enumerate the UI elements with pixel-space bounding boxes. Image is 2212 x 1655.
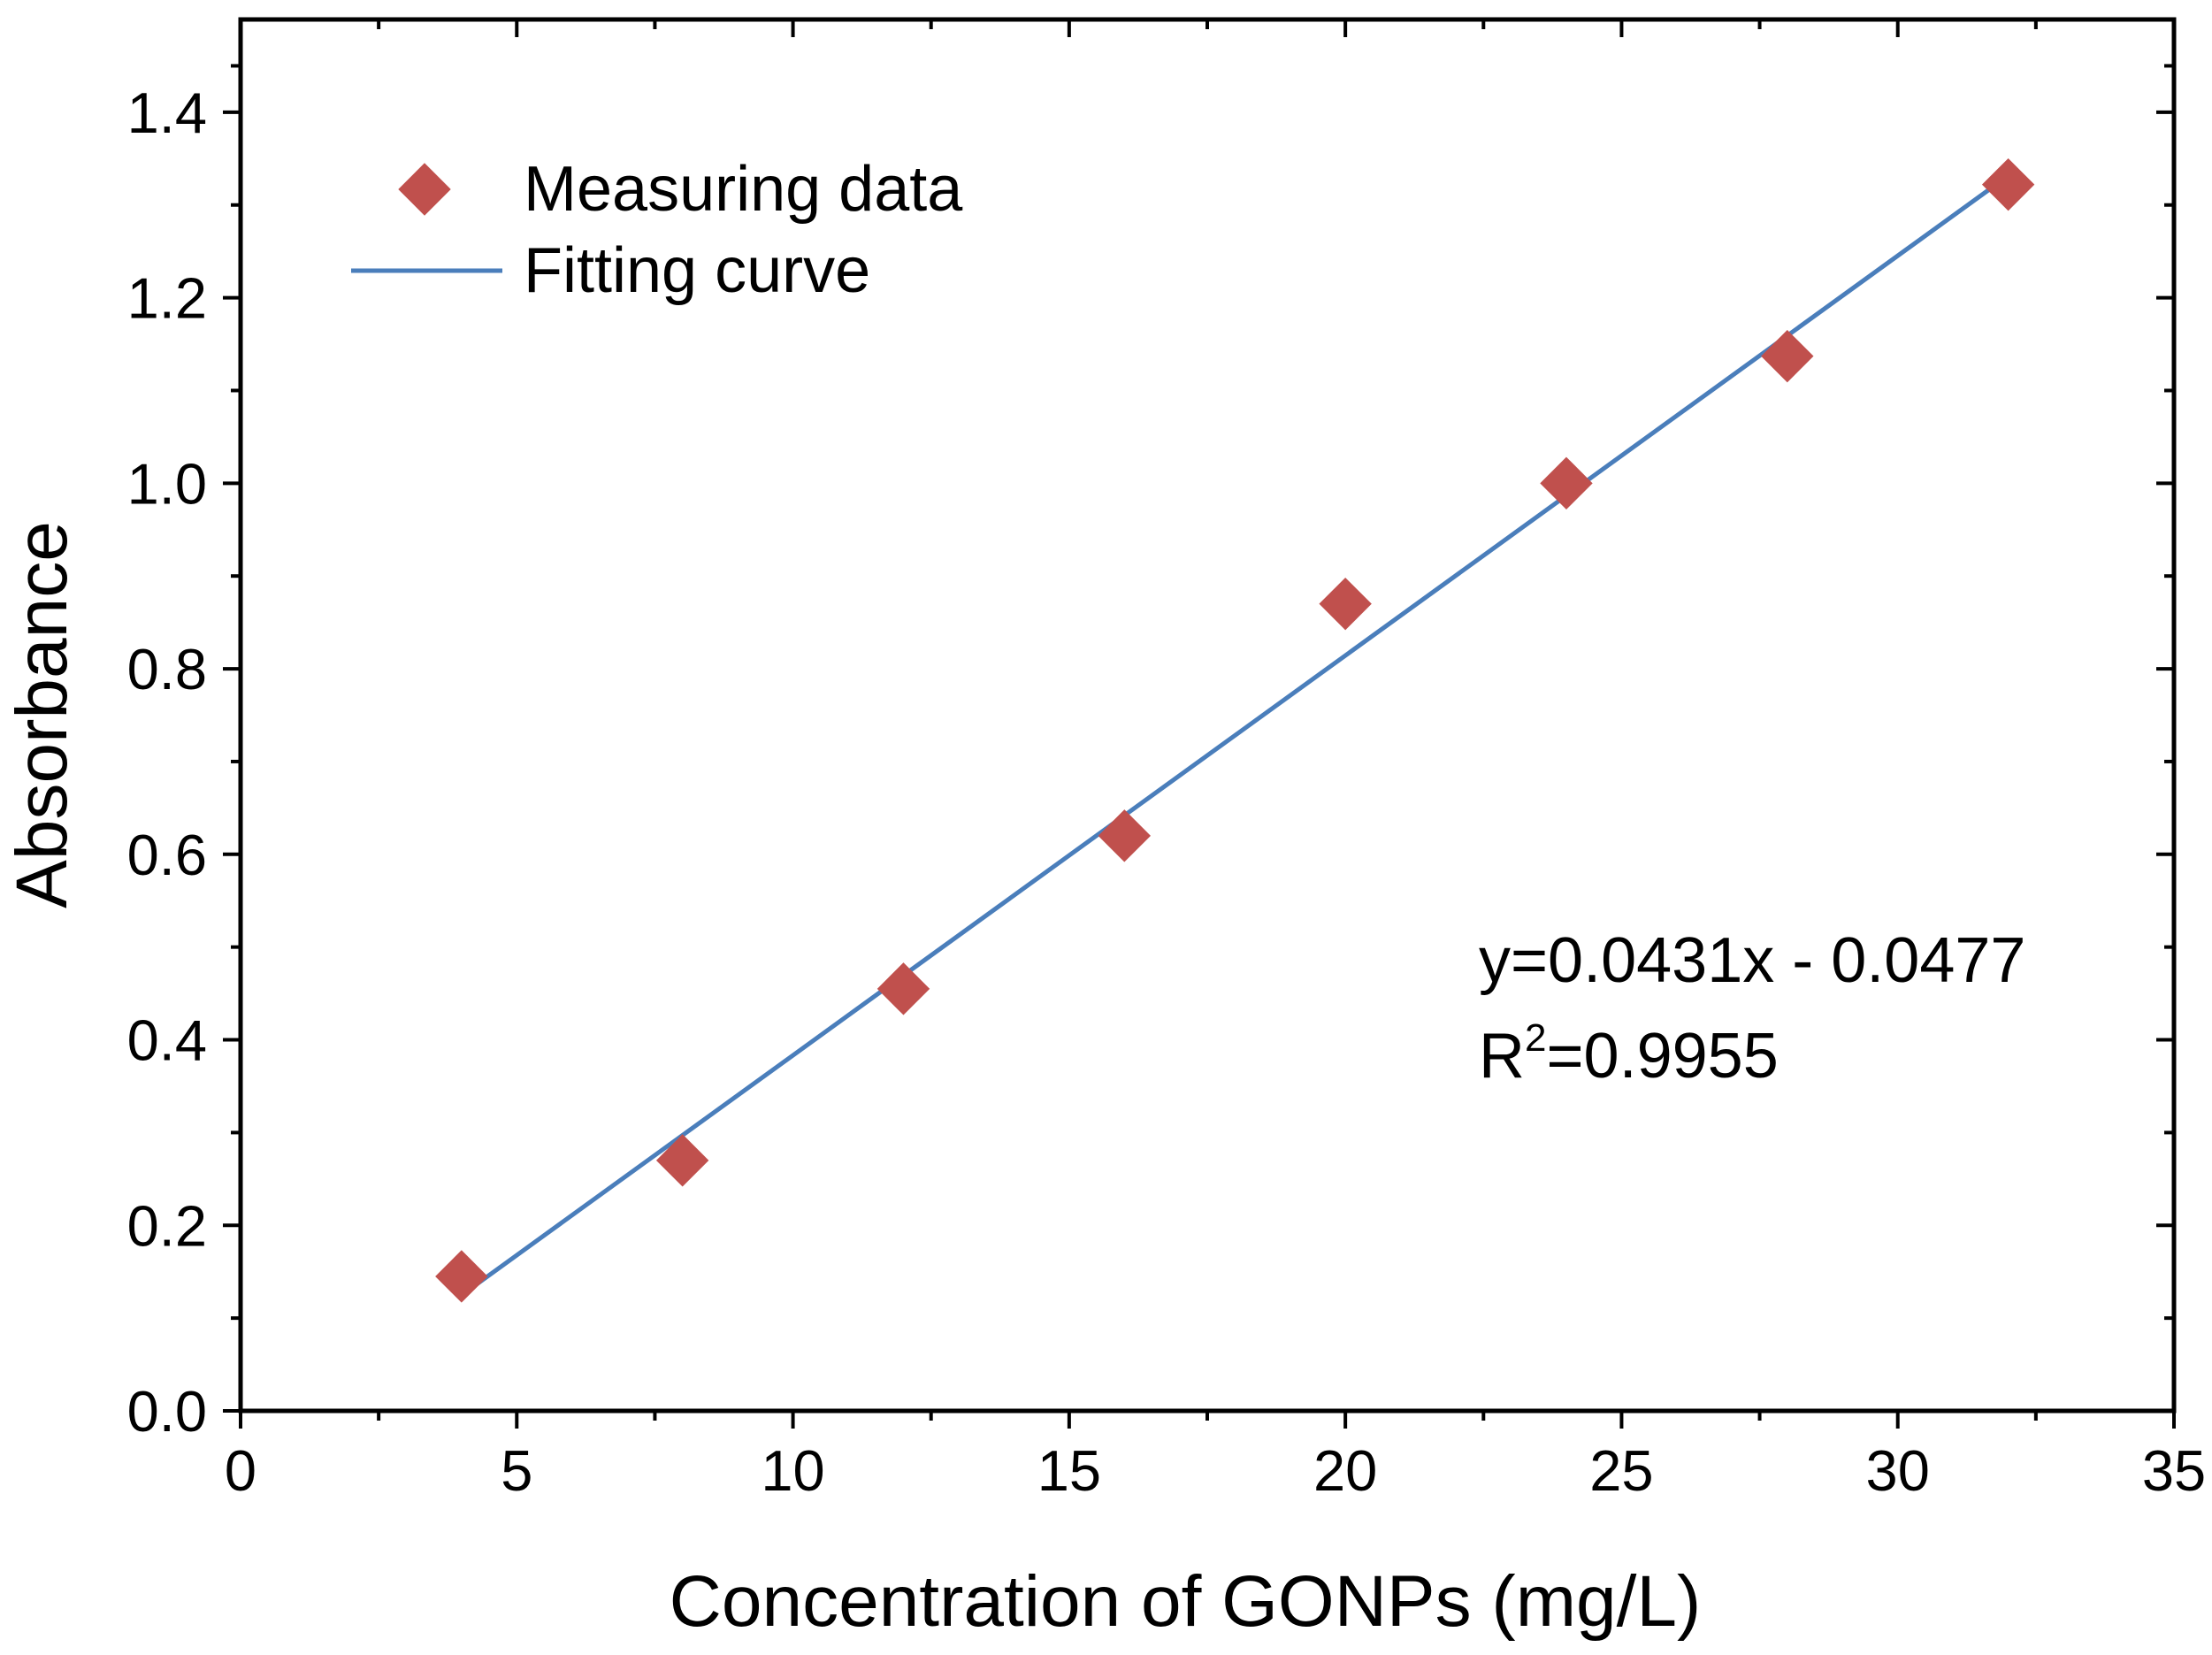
x-tick-label: 20 (1313, 1438, 1377, 1503)
x-tick-label: 35 (2142, 1438, 2206, 1503)
r-squared: R2=0.9955 (1479, 1016, 1779, 1092)
x-tick-label: 25 (1589, 1438, 1653, 1503)
x-tick-label: 5 (501, 1438, 532, 1503)
y-tick-label: 0.8 (127, 637, 207, 701)
y-tick-label: 0.4 (127, 1008, 207, 1073)
x-axis-title: Concentration of GONPs (mg/L) (670, 1561, 1702, 1642)
y-tick-label: 0.0 (127, 1379, 207, 1444)
fitting-curve-line (460, 173, 2010, 1298)
data-point (1981, 157, 2035, 211)
legend-label-fitting-curve: Fitting curve (524, 235, 870, 306)
r-squared-prefix: R (1479, 1021, 1525, 1092)
y-tick-label: 0.6 (127, 823, 207, 887)
y-axis-title: Absorbance (2, 521, 82, 908)
r-squared-exponent: 2 (1525, 1016, 1546, 1060)
y-tick-label: 1.0 (127, 451, 207, 516)
x-tick-label: 15 (1037, 1438, 1101, 1503)
y-tick-label: 0.2 (127, 1193, 207, 1258)
x-tick-label: 30 (1866, 1438, 1930, 1503)
y-tick-label: 1.2 (127, 266, 207, 331)
x-tick-label: 10 (761, 1438, 824, 1503)
axis-tick-labels: 0 5 10 15 20 25 30 35 0.0 0.2 0.4 0.6 0.8 1.0 1.2 1.4 (127, 80, 2207, 1503)
fit-equation: y=0.0431x - 0.0477 (1479, 925, 2025, 996)
fit-annotation: y=0.0431x - 0.0477 R2=0.9955 (1479, 925, 2025, 1092)
r-squared-value: =0.9955 (1546, 1021, 1778, 1092)
fitting-curve-layer (460, 173, 2010, 1298)
legend-label-measuring-data: Measuring data (524, 154, 963, 225)
y-tick-label: 1.4 (127, 80, 207, 145)
x-tick-label: 0 (225, 1438, 256, 1503)
plot-frame (238, 17, 2177, 1414)
